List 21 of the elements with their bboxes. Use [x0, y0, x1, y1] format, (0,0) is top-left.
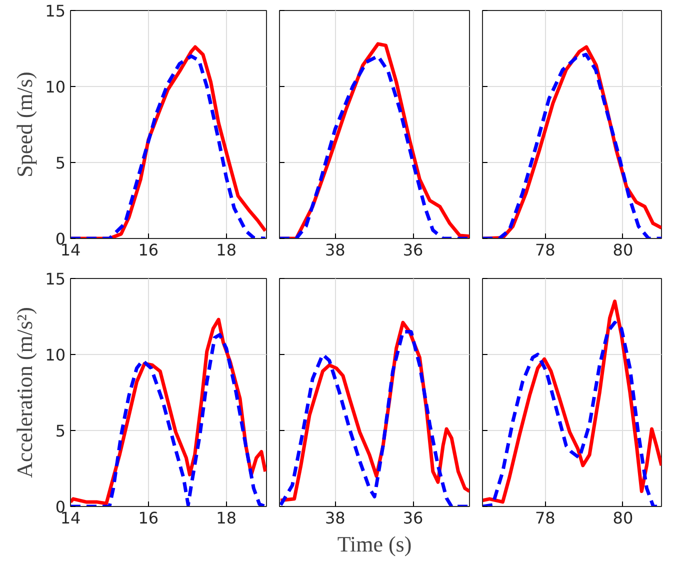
x-tick-label: 36: [402, 508, 424, 528]
y-tick-label: 15: [45, 2, 66, 20]
y-tick-label: 10: [45, 78, 66, 96]
y-tick-label: 15: [45, 270, 66, 288]
y-axis-title: Speed (m/s): [12, 72, 38, 178]
y-tick-label: 5: [55, 154, 66, 172]
y-tick-label: 5: [55, 422, 66, 440]
x-axis-title: Time (s): [337, 532, 412, 556]
x-tick-label: 18: [216, 508, 237, 528]
x-tick-label: 80: [612, 240, 634, 260]
x-tick-label: 38: [324, 240, 346, 260]
x-tick-label: 36: [402, 240, 424, 260]
x-tick-label: 16: [138, 240, 159, 260]
y-tick-label: 10: [45, 346, 66, 364]
x-tick-label: 80: [612, 508, 634, 528]
x-tick-label: 18: [216, 240, 237, 260]
x-tick-label: 78: [534, 508, 556, 528]
x-tick-label: 16: [138, 508, 159, 528]
x-tick-label: 38: [324, 508, 346, 528]
y-axis-title: Acceleration (m/s²): [12, 307, 38, 478]
x-tick-label: 78: [534, 240, 556, 260]
